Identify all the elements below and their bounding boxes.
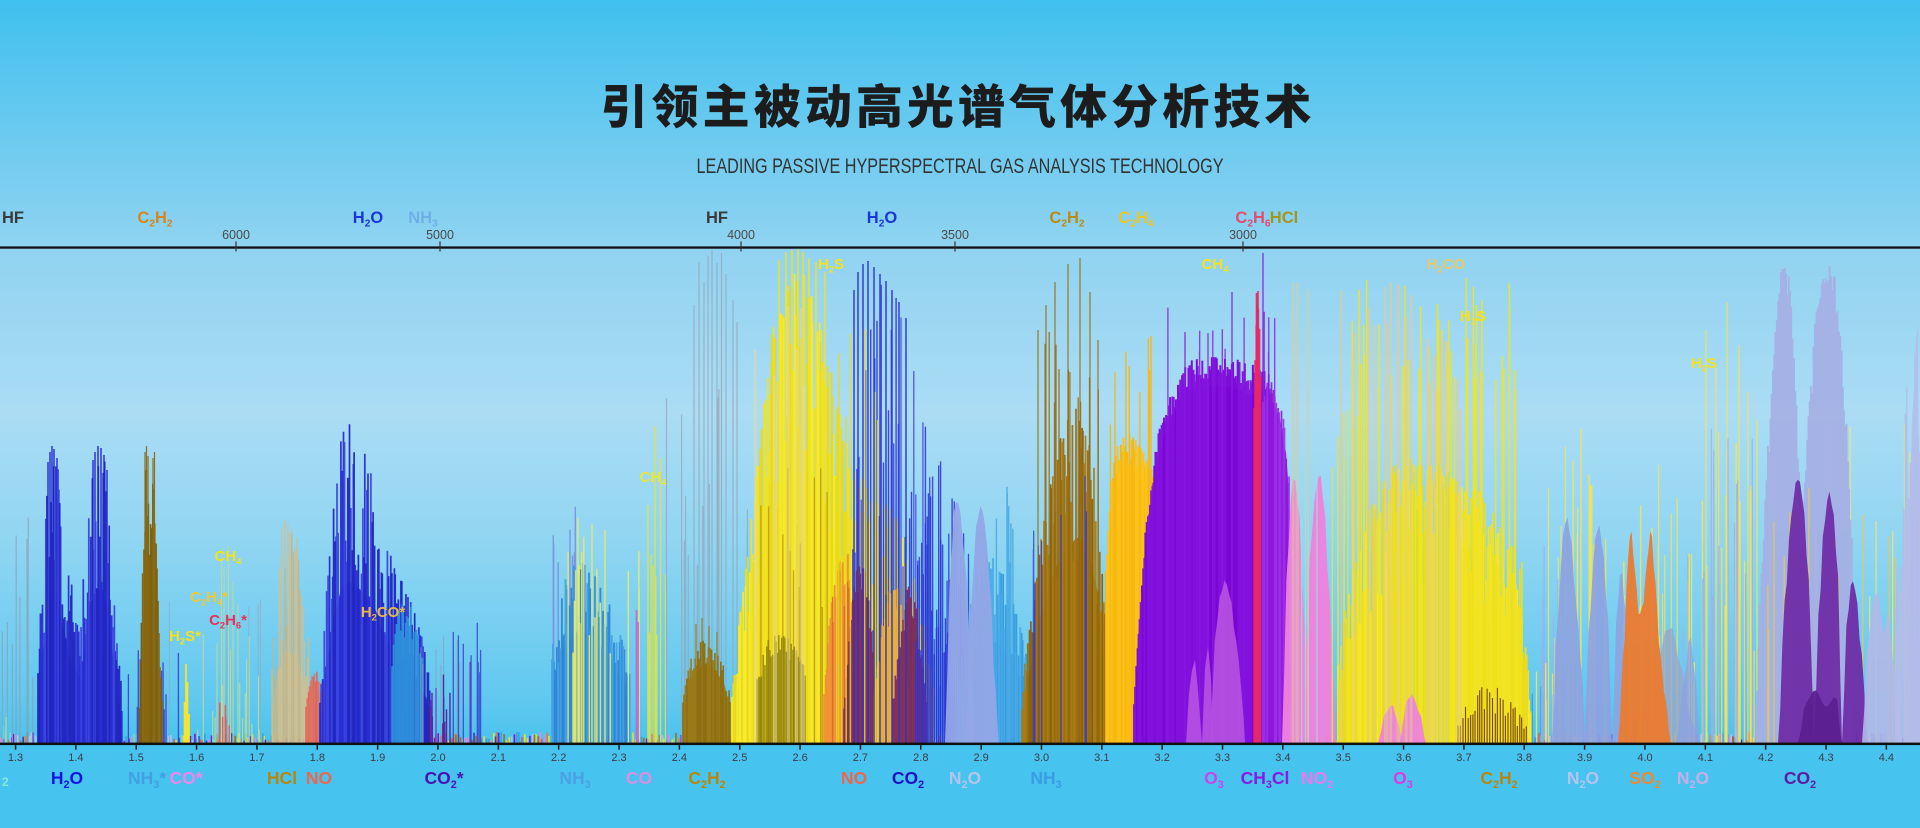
svg-text:H2​S: H2​S — [1460, 308, 1486, 326]
svg-text:3.5: 3.5 — [1336, 752, 1351, 764]
svg-text:C2​H2​: C2​H2​ — [688, 768, 725, 791]
svg-text:NH3​: NH3​ — [1030, 768, 1061, 791]
svg-text:2.5: 2.5 — [732, 752, 747, 764]
svg-text:C2​H4​*: C2​H4​* — [190, 589, 228, 607]
svg-text:2.6: 2.6 — [792, 752, 807, 764]
svg-text:3.7: 3.7 — [1456, 752, 1471, 764]
svg-text:2.9: 2.9 — [973, 752, 988, 764]
svg-text:CO*: CO* — [169, 768, 202, 788]
svg-text:CH4​: CH4​ — [1202, 256, 1230, 274]
svg-text:HCl: HCl — [1270, 209, 1298, 227]
svg-text:4.3: 4.3 — [1818, 752, 1833, 764]
svg-text:1.6: 1.6 — [189, 752, 204, 764]
svg-text:3.2: 3.2 — [1155, 752, 1170, 764]
svg-text:6000: 6000 — [222, 228, 250, 242]
svg-text:H2​CO: H2​CO — [1427, 256, 1466, 274]
svg-text:3000: 3000 — [1229, 228, 1257, 242]
svg-text:5000: 5000 — [426, 228, 454, 242]
svg-text:H2​CO*: H2​CO* — [361, 604, 406, 622]
svg-text:1.3: 1.3 — [8, 752, 23, 764]
svg-text:O3​: O3​ — [1393, 768, 1413, 791]
svg-text:CO2​: CO2​ — [892, 768, 924, 791]
svg-text:3.9: 3.9 — [1577, 752, 1592, 764]
svg-text:3.1: 3.1 — [1094, 752, 1109, 764]
svg-text:HF: HF — [706, 209, 728, 227]
svg-text:NH3​: NH3​ — [559, 768, 590, 791]
svg-text:1.4: 1.4 — [68, 752, 83, 764]
svg-text:H2​O: H2​O — [51, 768, 83, 791]
svg-text:CH4​: CH4​ — [215, 548, 243, 566]
svg-text:3.4: 3.4 — [1275, 752, 1290, 764]
svg-text:1.7: 1.7 — [249, 752, 264, 764]
svg-text:2.2: 2.2 — [551, 752, 566, 764]
svg-text:LEADING PASSIVE HYPERSPECTRAL: LEADING PASSIVE HYPERSPECTRAL GAS ANALYS… — [697, 154, 1224, 178]
svg-text:3.3: 3.3 — [1215, 752, 1230, 764]
svg-text:1.8: 1.8 — [310, 752, 325, 764]
svg-text:1.5: 1.5 — [129, 752, 144, 764]
svg-text:3.8: 3.8 — [1517, 752, 1532, 764]
svg-text:3.0: 3.0 — [1034, 752, 1049, 764]
svg-text:NH3​*: NH3​* — [128, 768, 166, 791]
svg-text:NO: NO — [841, 768, 867, 788]
svg-text:N2​O: N2​O — [1677, 768, 1709, 791]
svg-text:3500: 3500 — [941, 228, 969, 242]
svg-text:2.7: 2.7 — [853, 752, 868, 764]
svg-text:C2​H2​: C2​H2​ — [137, 209, 173, 230]
svg-text:NO: NO — [306, 768, 332, 788]
svg-text:NO2​: NO2​ — [1301, 768, 1333, 791]
svg-text:2: 2 — [2, 775, 9, 789]
svg-text:4000: 4000 — [727, 228, 755, 242]
svg-text:2.4: 2.4 — [672, 752, 687, 764]
svg-text:N2​O: N2​O — [949, 768, 981, 791]
svg-text:C2​H2​: C2​H2​ — [1049, 209, 1085, 230]
svg-text:C2​H6​: C2​H6​ — [1235, 209, 1271, 230]
svg-text:C2​H4​: C2​H4​ — [1118, 209, 1154, 230]
svg-text:N2​O: N2​O — [1567, 768, 1599, 791]
svg-text:4.1: 4.1 — [1698, 752, 1713, 764]
svg-text:C2​H6​*: C2​H6​* — [209, 612, 247, 630]
svg-text:C2​H2​: C2​H2​ — [1480, 768, 1517, 791]
svg-text:2.8: 2.8 — [913, 752, 928, 764]
svg-text:2.1: 2.1 — [491, 752, 506, 764]
svg-text:H2​O: H2​O — [353, 209, 384, 230]
svg-text:CO2​: CO2​ — [1784, 768, 1816, 791]
svg-text:4.0: 4.0 — [1637, 752, 1652, 764]
svg-text:NH3​: NH3​ — [408, 209, 438, 230]
svg-text:CH3​Cl: CH3​Cl — [1241, 768, 1290, 791]
svg-text:2.0: 2.0 — [430, 752, 445, 764]
svg-text:H2​S*: H2​S* — [169, 628, 201, 646]
svg-text:CO: CO — [626, 768, 652, 788]
svg-text:4.4: 4.4 — [1879, 752, 1894, 764]
svg-text:CO2​*: CO2​* — [424, 768, 463, 791]
svg-text:H2​S: H2​S — [1691, 355, 1717, 373]
svg-text:H2​S: H2​S — [818, 256, 844, 274]
svg-text:1.9: 1.9 — [370, 752, 385, 764]
svg-text:O3​: O3​ — [1204, 768, 1224, 791]
svg-text:4.2: 4.2 — [1758, 752, 1773, 764]
svg-text:2.3: 2.3 — [611, 752, 626, 764]
svg-text:HCl: HCl — [267, 768, 297, 788]
svg-text:HF: HF — [2, 209, 24, 227]
svg-text:CH4​: CH4​ — [640, 469, 668, 487]
svg-text:H2​O: H2​O — [867, 209, 898, 230]
svg-text:SO2​: SO2​ — [1629, 768, 1660, 791]
svg-text:3.6: 3.6 — [1396, 752, 1411, 764]
